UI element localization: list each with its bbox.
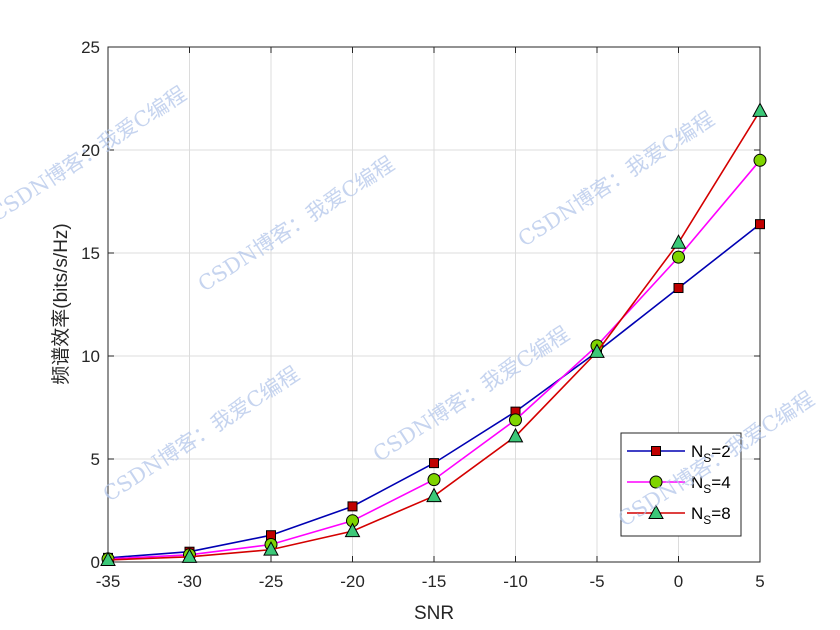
data-point — [589, 343, 605, 358]
data-point — [752, 102, 768, 117]
legend-label: NS=8 — [691, 504, 731, 527]
y-tick-label: 10 — [81, 347, 100, 366]
legend-label: NS=2 — [691, 442, 731, 465]
data-point — [263, 541, 279, 556]
data-point — [426, 487, 442, 503]
legend-label: NS=4 — [691, 473, 731, 496]
data-point — [673, 283, 684, 294]
x-tick-label: -25 — [259, 572, 284, 591]
data-point — [753, 153, 767, 167]
legend-marker — [649, 475, 663, 489]
x-tick-label: -20 — [340, 572, 365, 591]
y-tick-label: 20 — [81, 141, 100, 160]
data-point — [347, 501, 358, 512]
x-tick-label: -35 — [96, 572, 121, 591]
data-point — [427, 473, 441, 487]
series-group — [100, 102, 768, 566]
x-tick-label: -5 — [589, 572, 604, 591]
data-point — [509, 413, 522, 427]
x-axis-title: SNR — [414, 603, 454, 624]
legend-marker — [648, 504, 664, 519]
series-3 — [100, 102, 768, 566]
y-tick-label: 25 — [81, 38, 100, 57]
data-point — [429, 458, 439, 469]
legend-box — [620, 432, 742, 537]
x-tick-label: -10 — [503, 572, 528, 591]
data-point — [100, 551, 116, 566]
legend-marker — [651, 446, 661, 456]
data-point — [181, 548, 198, 563]
y-tick-label: 5 — [91, 450, 100, 469]
data-point — [755, 219, 765, 230]
x-tick-label: 5 — [755, 572, 764, 591]
legend: NS=2 NS=4 NS=8 — [620, 432, 742, 537]
data-point — [672, 250, 685, 264]
y-axis-title: 频谱效率(bits/s/Hz) — [50, 223, 72, 385]
y-tick-label: 0 — [91, 553, 100, 572]
y-tick-label: 15 — [81, 244, 100, 263]
data-point — [670, 234, 687, 249]
axis-ticks: -35 -30 -25 -20 -15 -10 -5 0 5 0 5 10 15 20 25 — [81, 38, 765, 591]
x-tick-label: -15 — [422, 572, 447, 591]
data-point — [507, 427, 524, 443]
data-point — [344, 522, 361, 538]
x-tick-label: 0 — [674, 572, 683, 591]
x-tick-label: -30 — [177, 572, 202, 591]
